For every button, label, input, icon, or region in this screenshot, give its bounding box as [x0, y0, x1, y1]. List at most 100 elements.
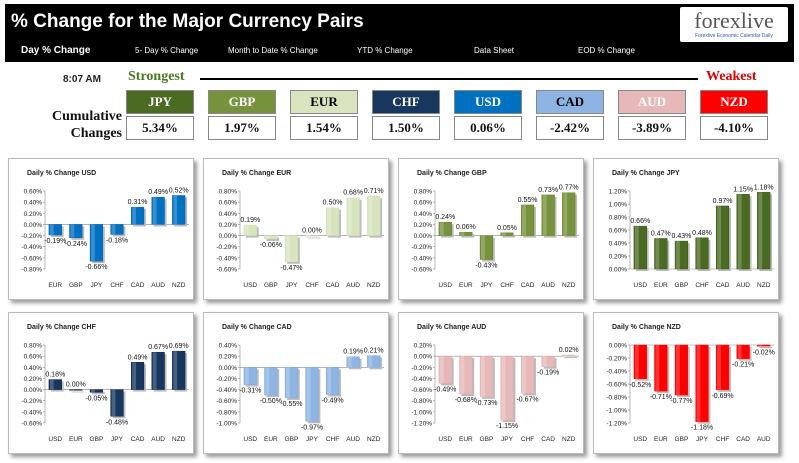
- bar-chart: Daily % Change CHF0.80%0.60%0.40%0.20%0.…: [21, 324, 189, 443]
- bar-chart: Daily % Change GBP0.80%0.60%0.40%0.20%0.…: [411, 170, 579, 289]
- bar-highlight: [132, 362, 137, 390]
- data-label: 0.73%: [538, 187, 558, 194]
- tab-day-change[interactable]: Day % Change: [21, 45, 91, 56]
- data-label: -0.66%: [85, 264, 107, 271]
- bar-chart: Daily % Change EUR0.80%0.60%0.40%0.20%0.…: [216, 170, 384, 289]
- y-tick-label: 0.00%: [219, 365, 238, 372]
- y-tick-label: -0.40%: [21, 244, 42, 251]
- bar-shadow: [461, 234, 475, 238]
- data-label: -0.06%: [260, 242, 282, 249]
- y-tick-label: -0.40%: [411, 255, 432, 262]
- bar-highlight: [70, 224, 75, 238]
- y-tick-label: 1.20%: [609, 189, 628, 196]
- bar-highlight: [758, 345, 763, 347]
- bar: [562, 354, 576, 357]
- bar: [69, 389, 83, 391]
- x-category-label: GBP: [285, 436, 299, 443]
- x-category-label: EUR: [48, 282, 62, 289]
- data-label: 0.31%: [128, 199, 148, 206]
- y-tick-label: 0.00%: [24, 387, 43, 394]
- chart-title: Daily % Change GBP: [417, 170, 487, 177]
- x-category-label: CHF: [695, 282, 708, 289]
- chart-title: Daily % Change CAD: [222, 324, 292, 331]
- bar-highlight: [758, 192, 763, 269]
- x-category-label: GBP: [90, 436, 104, 443]
- data-label: 0.00%: [302, 228, 322, 235]
- data-label: 0.02%: [559, 347, 579, 354]
- cumulative-label-line2: Changes: [70, 126, 122, 141]
- y-tick-label: -1.00%: [216, 421, 237, 428]
- y-tick-label: -0.20%: [411, 365, 432, 372]
- bar: [264, 235, 278, 240]
- bar-highlight: [265, 235, 270, 239]
- y-tick-label: -1.20%: [411, 421, 432, 428]
- x-category-label: EUR: [69, 436, 83, 443]
- data-label: 0.18%: [45, 372, 65, 379]
- x-category-label: USD: [243, 436, 257, 443]
- bar-highlight: [439, 356, 444, 384]
- tab-data-sheet[interactable]: Data Sheet: [474, 46, 515, 55]
- chart-title: Daily % Change NZD: [612, 324, 681, 331]
- x-category-label: AUD: [541, 282, 555, 289]
- data-label: -0.49%: [321, 398, 343, 405]
- chart-panel-chf: Daily % Change CHF 0.80% 0.60% 0.40% 0.20% 0.…: [8, 312, 194, 454]
- x-category-label: USD: [633, 436, 647, 443]
- y-tick-label: 0.20%: [219, 354, 238, 361]
- y-tick-label: 0.00%: [414, 354, 433, 361]
- bar-highlight: [676, 345, 680, 396]
- currency-cumulative-value: 0.06%: [454, 116, 522, 140]
- bar-highlight: [111, 224, 116, 235]
- tab-month-to-date[interactable]: Month to Date % Change: [228, 46, 318, 55]
- tab-eod-change[interactable]: EOD % Change: [578, 46, 635, 55]
- x-category-label: GBP: [264, 282, 278, 289]
- bar-highlight: [696, 345, 701, 422]
- x-category-label: AUD: [736, 282, 750, 289]
- y-tick-label: -0.80%: [606, 395, 627, 402]
- y-tick-label: -1.00%: [606, 408, 627, 415]
- y-tick-label: 0.80%: [609, 215, 628, 222]
- data-label: 0.68%: [343, 190, 363, 197]
- x-category-label: CAD: [521, 282, 535, 289]
- x-category-label: CAD: [326, 282, 340, 289]
- bar-chart: Daily % Change USD 0.60% 0.40% 0.20% 0.00% -0…: [21, 170, 189, 289]
- data-label: -0.21%: [732, 362, 754, 369]
- bar: [89, 389, 104, 393]
- y-tick-label: -0.20%: [21, 398, 42, 405]
- y-tick-label: -0.80%: [216, 409, 237, 416]
- tab-ytd-change[interactable]: YTD % Change: [357, 46, 413, 55]
- x-category-label: CHF: [716, 436, 729, 443]
- y-tick-label: -0.20%: [216, 376, 237, 383]
- chart-panel-nzd: Daily % Change NZD 0.00% -0.20% -0.40% -0.60…: [593, 312, 779, 454]
- bar-highlight: [347, 356, 352, 368]
- bar-highlight: [49, 379, 54, 390]
- y-tick-label: 0.00%: [219, 233, 238, 240]
- bar-shadow: [564, 357, 578, 359]
- x-category-label: USD: [48, 436, 62, 443]
- currency-box-gbp: GBP 1.97%: [208, 90, 276, 140]
- bar: [48, 379, 62, 390]
- data-label: 0.50%: [323, 200, 343, 207]
- bar-shadow: [759, 347, 773, 349]
- bar-highlight: [132, 207, 137, 225]
- data-label: -0.19%: [537, 370, 559, 377]
- logo-subtext: Forexlive Economic Calendar Daily: [695, 33, 773, 39]
- tab-5-day-change[interactable]: 5- Day % Change: [135, 46, 199, 55]
- y-tick-label: -0.40%: [216, 255, 237, 262]
- y-tick-label: 0.40%: [24, 200, 43, 207]
- y-tick-label: -0.20%: [216, 244, 237, 251]
- data-label: -0.71%: [650, 394, 672, 401]
- y-tick-label: 1.00%: [609, 202, 628, 209]
- bar-highlight: [306, 235, 311, 237]
- bar-highlight: [368, 196, 373, 236]
- data-label: -0.52%: [629, 382, 651, 389]
- bar-highlight: [368, 355, 373, 368]
- x-category-label: USD: [243, 282, 257, 289]
- x-category-label: NZD: [367, 436, 381, 443]
- bar-highlight: [737, 345, 742, 359]
- bar-highlight: [717, 345, 722, 390]
- y-tick-label: 0.80%: [24, 343, 43, 350]
- forexlive-logo[interactable]: forexlive Forexlive Economic Calendar Da…: [680, 7, 788, 42]
- x-category-label: USD: [633, 282, 647, 289]
- y-tick-label: -1.00%: [411, 409, 432, 416]
- chart-title: Daily % Change AUD: [417, 324, 486, 331]
